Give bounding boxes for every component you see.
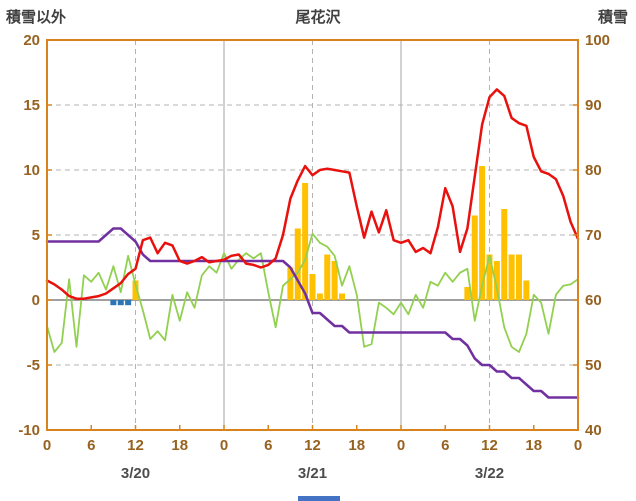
tick-label: 15: [23, 97, 40, 114]
tick-label: 3/20: [121, 465, 150, 482]
precipitation-bar: [516, 254, 522, 300]
tick-label: 100: [585, 32, 610, 49]
tick-label: 60: [585, 292, 602, 309]
right-axis-title: 積雪: [597, 9, 628, 26]
tick-label: 3/22: [475, 465, 504, 482]
precipitation-bar: [339, 293, 345, 300]
tick-label: 12: [127, 437, 144, 454]
tick-label: 18: [348, 437, 365, 454]
tick-label: 6: [264, 437, 272, 454]
tick-label: 0: [32, 292, 40, 309]
left-axis-title: 積雪以外: [6, 9, 67, 26]
tick-label: 12: [304, 437, 321, 454]
tick-label: 10: [23, 162, 40, 179]
precipitation-bar: [486, 254, 493, 300]
tick-label: 90: [585, 97, 602, 114]
precipitation-bar: [464, 287, 471, 300]
tick-label: 20: [23, 32, 40, 49]
tick-label: 6: [87, 437, 95, 454]
tick-label: 3/21: [298, 465, 327, 482]
snowfall-marks-bar: [117, 300, 124, 306]
tick-label: 50: [585, 357, 602, 374]
tick-label: 18: [171, 437, 188, 454]
snowfall-marks-bar: [110, 300, 117, 306]
tick-label: 12: [481, 437, 498, 454]
precipitation-bar: [316, 293, 323, 300]
precipitation-bar: [331, 261, 338, 300]
precipitation-bar: [508, 254, 515, 300]
precipitation-bar: [309, 274, 316, 300]
precipitation-bar: [479, 166, 486, 300]
precipitation-bar: [302, 183, 309, 300]
precipitation-bar: [471, 215, 478, 300]
tick-label: -10: [18, 422, 40, 439]
precipitation-bar: [132, 280, 139, 300]
station-name-title: 尾花沢: [295, 9, 341, 26]
tick-label: 0: [43, 437, 51, 454]
precipitation-bar: [493, 261, 500, 300]
tick-label: 40: [585, 422, 602, 439]
temperature-line: [45, 88, 580, 300]
precipitation-bar: [501, 209, 508, 300]
precipitation-bar: [523, 280, 530, 300]
tick-label: 0: [220, 437, 228, 454]
green-series-line: [46, 232, 579, 353]
tick-label: 6: [441, 437, 449, 454]
bottom-blue-strip: [298, 496, 340, 501]
tick-label: -5: [27, 357, 40, 374]
tick-label: 80: [585, 162, 602, 179]
snow-depth-line: [45, 227, 580, 399]
precipitation-bar: [324, 254, 331, 300]
snowfall-marks-bar: [125, 300, 132, 306]
tick-label: 0: [397, 437, 405, 454]
precipitation-bar: [287, 267, 294, 300]
tick-label: 5: [32, 227, 40, 244]
tick-label: 0: [574, 437, 582, 454]
tick-label: 70: [585, 227, 602, 244]
tick-label: 18: [525, 437, 542, 454]
precipitation-bar: [294, 228, 301, 300]
